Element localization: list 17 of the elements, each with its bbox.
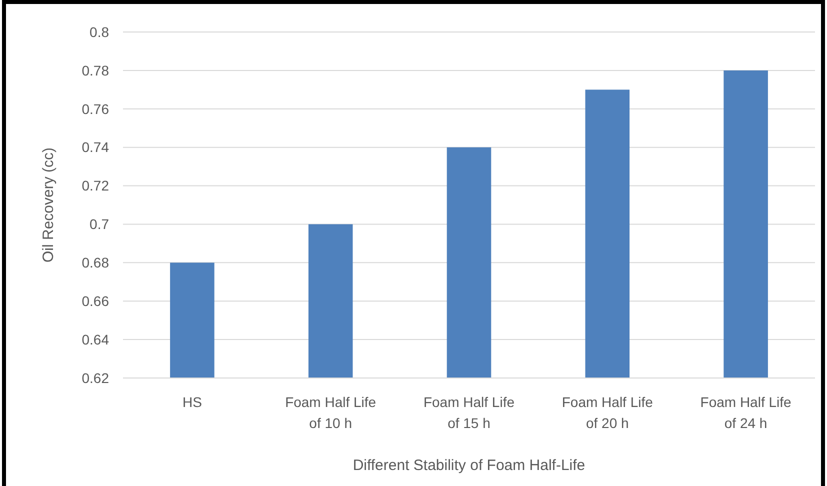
- x-tick-label: HS: [182, 394, 202, 410]
- x-tick-label: Foam Half Life of 20 h: [562, 394, 654, 431]
- y-tick-label: 0.76: [82, 100, 110, 117]
- y-axis-title: Oil Recovery (cc): [40, 147, 57, 263]
- y-tick-label: 0.72: [82, 178, 110, 194]
- y-tick-label: 0.64: [82, 331, 110, 348]
- y-tick-label: 0.62: [82, 370, 110, 386]
- x-tick-label: Foam Half Life of 15 h: [423, 394, 515, 431]
- y-tick-label: 0.78: [82, 62, 110, 78]
- x-tick-label: Foam Half Life of 24 h: [700, 394, 792, 431]
- y-tick-label: 0.7: [90, 216, 110, 232]
- x-tick-label: Foam Half Life of 10 h: [285, 394, 376, 431]
- y-tick-label: 0.68: [82, 254, 110, 271]
- y-tick-label: 0.66: [82, 293, 110, 310]
- y-tick-label: 0.8: [90, 24, 110, 40]
- x-axis-title: Different Stability of Foam Half-Life: [352, 457, 586, 474]
- y-tick-label: 0.74: [82, 139, 110, 156]
